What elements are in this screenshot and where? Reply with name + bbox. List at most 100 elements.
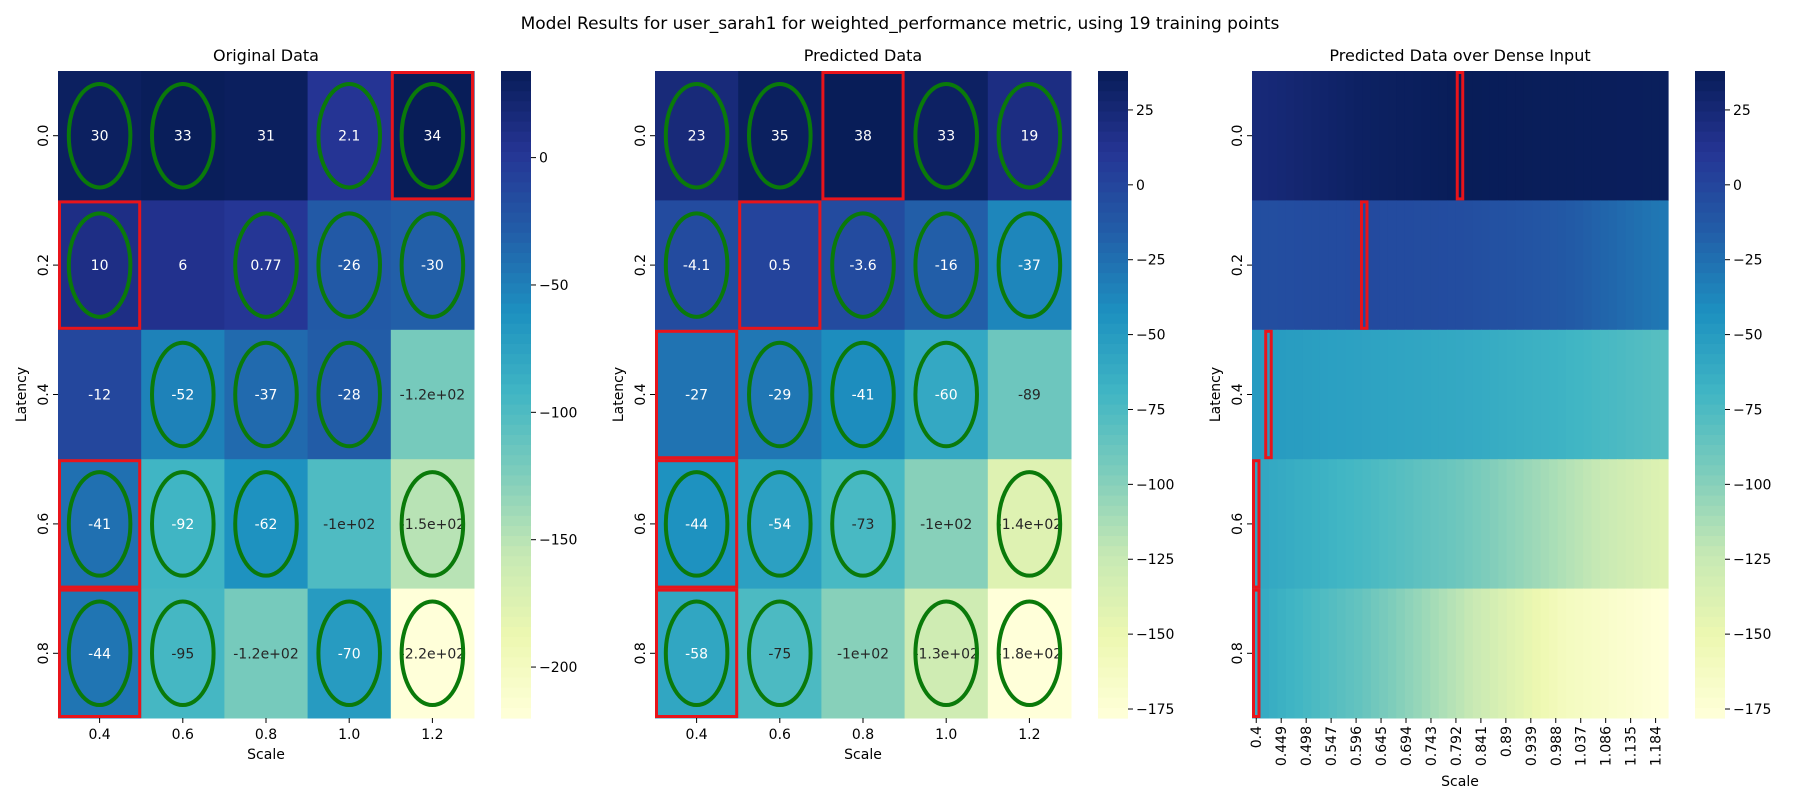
dense-cell [1574, 459, 1584, 590]
colorbar: 25 0 −25 −50 −75 −100 −125 −150 −175 [1098, 71, 1174, 719]
dense-cell [1277, 71, 1287, 201]
colorbar-segment [1695, 475, 1725, 487]
colorbar-segment [1098, 536, 1128, 547]
colorbar-segment [1695, 141, 1725, 153]
y-axis-label: Latency [611, 367, 627, 422]
dense-cell [1634, 459, 1644, 590]
training-point-ellipse [150, 340, 216, 449]
dense-cell [1625, 200, 1635, 331]
y-tick-label: 0.8 [36, 642, 52, 664]
dense-cell [1328, 459, 1338, 590]
dense-cell [1523, 588, 1533, 719]
dense-cell [1455, 459, 1465, 590]
dense-cell [1328, 329, 1338, 460]
dense-cell [1421, 200, 1431, 331]
training-point-ellipse [913, 340, 979, 449]
colorbar-segment [1098, 455, 1128, 466]
colorbar-segment [1098, 677, 1128, 689]
colorbar-segment [1098, 657, 1128, 669]
dense-cell [1642, 459, 1652, 590]
colorbar-segment [1098, 384, 1128, 396]
dense-cell [1277, 200, 1287, 331]
colorbar-segment [1695, 101, 1725, 113]
dense-cell [1447, 588, 1457, 719]
colorbar-segment [501, 455, 531, 466]
dense-cell [1532, 200, 1542, 331]
heatmap-cell [987, 459, 1072, 590]
heatmap-cell [904, 588, 989, 719]
dense-cell [1362, 71, 1372, 201]
colorbar-segment [1695, 151, 1725, 163]
colorbar-segment [1695, 445, 1725, 456]
x-tick-label: 0.6 [769, 727, 791, 743]
colorbar-segment [501, 394, 531, 406]
training-point-ellipse [399, 211, 466, 319]
heatmap-cell [307, 588, 392, 719]
dense-cell [1294, 329, 1304, 460]
colorbar-segment [1098, 697, 1128, 709]
dense-cell [1651, 329, 1661, 460]
cell-value-label: -52 [171, 388, 194, 404]
dense-cell [1370, 71, 1380, 201]
colorbar-segment [1695, 172, 1725, 183]
dense-cell [1566, 459, 1576, 590]
colorbar-tick-label: −125 [1136, 552, 1174, 568]
colorbar-segment [501, 343, 531, 355]
colorbar-segment [1695, 273, 1725, 284]
colorbar-tick-label: −50 [1733, 328, 1763, 344]
training-point-ellipse [66, 211, 133, 319]
colorbar-segment [1098, 111, 1128, 123]
colorbar-tick-label: −150 [1733, 627, 1771, 643]
dense-cell [1506, 71, 1516, 201]
colorbar-segment [501, 677, 531, 689]
training-point-ellipse [996, 599, 1063, 708]
colorbar-segment [1695, 364, 1725, 375]
cell-value-label: -54 [768, 517, 791, 533]
training-point-ellipse [830, 340, 896, 449]
colorbar-segment [501, 515, 531, 527]
colorbar-segment [1695, 707, 1725, 719]
colorbar-segment [1098, 505, 1128, 517]
x-axis-label: Scale [247, 747, 285, 763]
colorbar-segment [1695, 414, 1725, 426]
dense-cell [1583, 588, 1593, 719]
colorbar-segment [1695, 627, 1725, 638]
dense-cell [1379, 200, 1389, 331]
training-point-ellipse [399, 470, 466, 578]
dense-cell [1345, 588, 1355, 719]
dense-cell [1600, 459, 1610, 590]
dense-cell [1472, 329, 1482, 460]
heatmap-cell [738, 329, 822, 460]
colorbar-segment [501, 576, 531, 588]
colorbar-segment [501, 252, 531, 264]
heatmap-cell [390, 71, 475, 201]
cell-value-label: -16 [935, 258, 958, 274]
dense-cell [1438, 459, 1448, 590]
dense-cell [1515, 459, 1525, 590]
dense-cell [1532, 71, 1542, 201]
colorbar-segment [501, 141, 531, 153]
dense-cell [1540, 200, 1550, 331]
dense-cell [1566, 71, 1576, 201]
heatmap-cell [224, 71, 309, 201]
dense-cell [1311, 71, 1321, 201]
colorbar-segment [1695, 202, 1725, 214]
training-point-ellipse [233, 340, 299, 449]
cell-value-label: -1e+02 [837, 646, 889, 662]
cell-value-label: -27 [685, 388, 708, 404]
heatmap-cell [655, 329, 739, 460]
highlight-rect [390, 71, 474, 201]
heatmap-cell [141, 588, 225, 719]
y-tick-label: 0.6 [633, 513, 649, 535]
dense-cell [1319, 200, 1330, 331]
dense-cell [1268, 588, 1279, 719]
colorbar-tick-label: −100 [1136, 477, 1174, 493]
dense-cell [1421, 459, 1431, 590]
heatmap-cell [987, 588, 1072, 719]
colorbar-segment [1098, 283, 1128, 295]
x-axis-label: Scale [844, 747, 882, 763]
highlight-rect [1264, 329, 1273, 460]
colorbar-segment [1695, 485, 1725, 497]
colorbar-segment [1695, 192, 1725, 204]
colorbar-segment [1695, 242, 1725, 254]
